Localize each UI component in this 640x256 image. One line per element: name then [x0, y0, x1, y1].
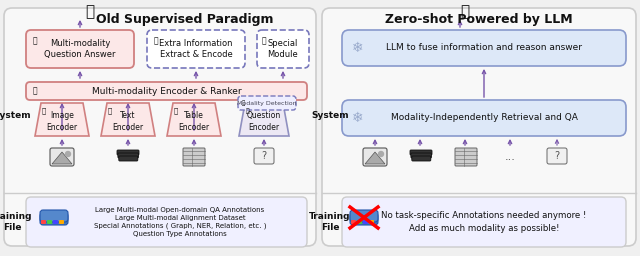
FancyBboxPatch shape — [342, 197, 626, 247]
FancyBboxPatch shape — [410, 150, 432, 155]
FancyBboxPatch shape — [40, 210, 68, 222]
Text: 🔥: 🔥 — [154, 37, 158, 46]
Text: ❄: ❄ — [352, 41, 364, 55]
Text: 🤖: 🤖 — [460, 5, 470, 19]
Polygon shape — [365, 152, 385, 164]
Text: ❄: ❄ — [352, 111, 364, 125]
Text: 🔥: 🔥 — [42, 108, 46, 114]
Polygon shape — [52, 152, 72, 164]
Polygon shape — [101, 103, 155, 136]
FancyBboxPatch shape — [26, 197, 307, 247]
FancyBboxPatch shape — [257, 30, 309, 68]
Text: 🤖: 🤖 — [85, 5, 95, 19]
Text: 🔥: 🔥 — [174, 108, 178, 114]
Text: LLM to fuse information and reason answer: LLM to fuse information and reason answe… — [386, 44, 582, 52]
FancyBboxPatch shape — [254, 148, 274, 164]
Text: No task-specific Annotations needed anymore !
Add as much modality as possible!: No task-specific Annotations needed anym… — [381, 211, 587, 233]
FancyBboxPatch shape — [547, 148, 567, 164]
Text: Question
Encoder: Question Encoder — [247, 111, 281, 132]
Polygon shape — [167, 103, 221, 136]
FancyBboxPatch shape — [41, 220, 46, 224]
FancyBboxPatch shape — [369, 220, 374, 224]
FancyBboxPatch shape — [59, 220, 64, 224]
Circle shape — [378, 152, 383, 156]
Text: Old Supervised Paradigm: Old Supervised Paradigm — [96, 13, 274, 26]
Text: Special
Module: Special Module — [268, 39, 298, 59]
Text: 🔥: 🔥 — [246, 108, 250, 114]
FancyBboxPatch shape — [412, 156, 431, 161]
FancyBboxPatch shape — [455, 148, 477, 166]
FancyBboxPatch shape — [147, 30, 245, 68]
Text: Table
Encoder: Table Encoder — [179, 111, 209, 132]
Text: Text
Encoder: Text Encoder — [113, 111, 143, 132]
FancyBboxPatch shape — [342, 30, 626, 66]
Text: Image
Encoder: Image Encoder — [47, 111, 77, 132]
FancyBboxPatch shape — [357, 220, 362, 224]
Text: 🔥: 🔥 — [108, 108, 112, 114]
Text: ?: ? — [554, 151, 559, 161]
FancyBboxPatch shape — [411, 153, 431, 158]
FancyBboxPatch shape — [350, 210, 378, 222]
FancyBboxPatch shape — [350, 213, 378, 225]
Text: 🔥: 🔥 — [33, 37, 37, 46]
Text: ?: ? — [261, 151, 267, 161]
Text: 🔥: 🔥 — [262, 37, 266, 46]
Text: 🔥: 🔥 — [241, 100, 244, 106]
FancyBboxPatch shape — [363, 148, 387, 166]
Text: Multi-modality
Question Answer: Multi-modality Question Answer — [44, 39, 116, 59]
FancyBboxPatch shape — [117, 150, 139, 155]
Text: Modality Detection: Modality Detection — [237, 101, 297, 105]
FancyBboxPatch shape — [53, 220, 58, 224]
FancyBboxPatch shape — [351, 220, 356, 224]
FancyBboxPatch shape — [119, 156, 138, 161]
Text: Training
File: Training File — [309, 212, 351, 232]
Text: Large Multi-modal Open-domain QA Annotations
Large Multi-modal Alignment Dataset: Large Multi-modal Open-domain QA Annotat… — [93, 207, 266, 237]
FancyBboxPatch shape — [363, 220, 368, 224]
FancyBboxPatch shape — [118, 153, 138, 158]
Text: Zero-shot Powered by LLM: Zero-shot Powered by LLM — [385, 13, 573, 26]
Text: Training
File: Training File — [0, 212, 33, 232]
FancyBboxPatch shape — [50, 148, 74, 166]
Text: Modality-Independently Retrieval and QA: Modality-Independently Retrieval and QA — [390, 113, 577, 123]
FancyBboxPatch shape — [40, 213, 68, 225]
Text: System: System — [0, 111, 31, 120]
Text: Extra Information
Extract & Encode: Extra Information Extract & Encode — [159, 39, 233, 59]
Circle shape — [65, 152, 70, 156]
FancyBboxPatch shape — [26, 82, 307, 100]
Text: System: System — [311, 111, 349, 120]
FancyBboxPatch shape — [47, 220, 52, 224]
Text: Multi-modality Encoder & Ranker: Multi-modality Encoder & Ranker — [92, 87, 242, 95]
FancyBboxPatch shape — [322, 8, 636, 246]
Polygon shape — [239, 103, 289, 136]
FancyBboxPatch shape — [342, 100, 626, 136]
Polygon shape — [35, 103, 89, 136]
FancyBboxPatch shape — [183, 148, 205, 166]
FancyBboxPatch shape — [26, 30, 134, 68]
FancyBboxPatch shape — [238, 96, 296, 110]
Text: ...: ... — [504, 152, 515, 162]
FancyBboxPatch shape — [4, 8, 316, 246]
Text: 🔥: 🔥 — [33, 87, 37, 95]
